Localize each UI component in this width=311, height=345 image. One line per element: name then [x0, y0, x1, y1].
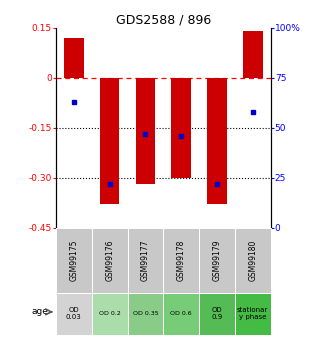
- Bar: [100, 78, 119, 204]
- Bar: [128, 293, 163, 335]
- Text: GSM99180: GSM99180: [248, 240, 257, 281]
- Bar: [199, 293, 235, 335]
- Text: OD
0.03: OD 0.03: [66, 307, 82, 321]
- Bar: [136, 78, 155, 184]
- Text: GSM99176: GSM99176: [105, 240, 114, 281]
- Bar: [207, 78, 227, 204]
- Text: stationar
y phase: stationar y phase: [237, 307, 268, 321]
- Bar: [128, 228, 163, 293]
- Title: GDS2588 / 896: GDS2588 / 896: [116, 13, 211, 27]
- Text: age: age: [31, 307, 48, 316]
- Text: GSM99178: GSM99178: [177, 240, 186, 281]
- Bar: [163, 228, 199, 293]
- Text: GSM99177: GSM99177: [141, 240, 150, 281]
- Bar: [92, 293, 128, 335]
- Bar: [56, 228, 92, 293]
- Text: GSM99175: GSM99175: [69, 240, 78, 281]
- Text: OD 0.35: OD 0.35: [132, 312, 158, 316]
- Bar: [171, 78, 191, 178]
- Text: OD
0.9: OD 0.9: [211, 307, 223, 321]
- Bar: [243, 31, 262, 78]
- Bar: [56, 293, 92, 335]
- Text: OD 0.6: OD 0.6: [170, 312, 192, 316]
- Bar: [163, 293, 199, 335]
- Text: GSM99179: GSM99179: [212, 240, 221, 281]
- Bar: [64, 38, 84, 78]
- Bar: [92, 228, 128, 293]
- Bar: [235, 293, 271, 335]
- Bar: [235, 228, 271, 293]
- Bar: [199, 228, 235, 293]
- Text: OD 0.2: OD 0.2: [99, 312, 120, 316]
